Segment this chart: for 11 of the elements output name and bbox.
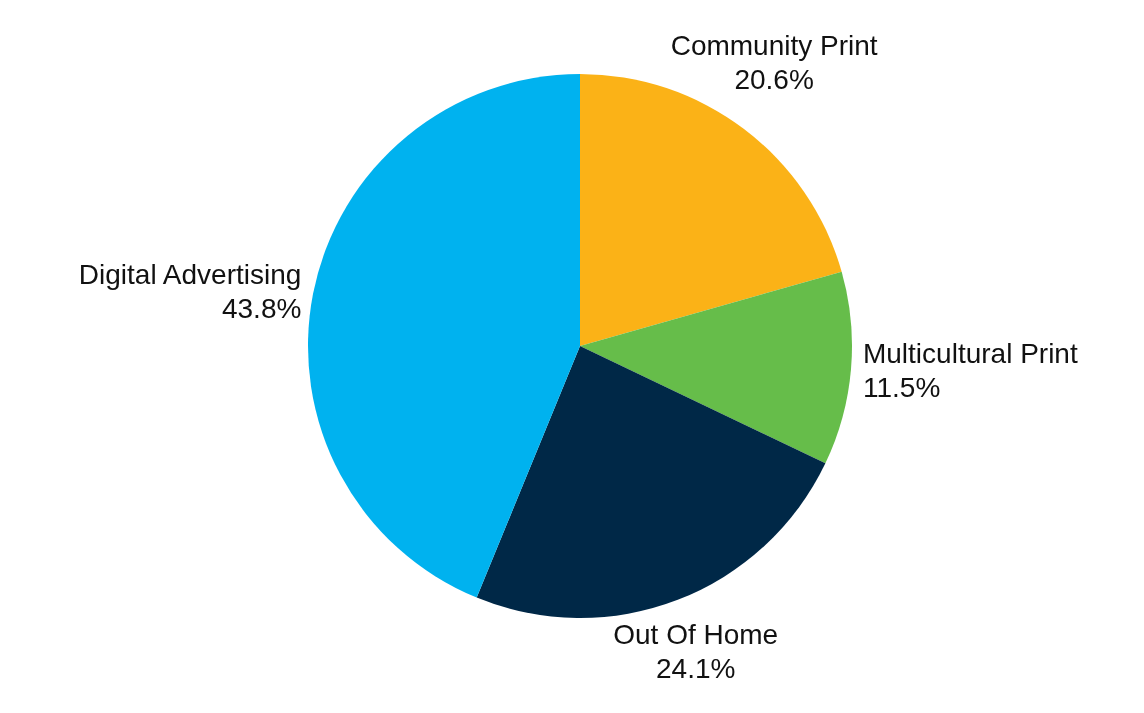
pie-slice (308, 74, 580, 598)
slice-label: Community Print (670, 30, 878, 62)
slice-label: Digital Advertising (78, 259, 302, 291)
data-label: 43.8% (221, 293, 302, 325)
slice-label: Multicultural Print (862, 338, 1078, 370)
data-label: 11.5% (862, 372, 941, 404)
slice-label: Out Of Home (613, 619, 779, 651)
pie-slice (476, 346, 826, 618)
data-label: 20.6% (734, 64, 814, 96)
data-label: 24.1% (656, 653, 736, 685)
pie-slice (580, 271, 852, 464)
